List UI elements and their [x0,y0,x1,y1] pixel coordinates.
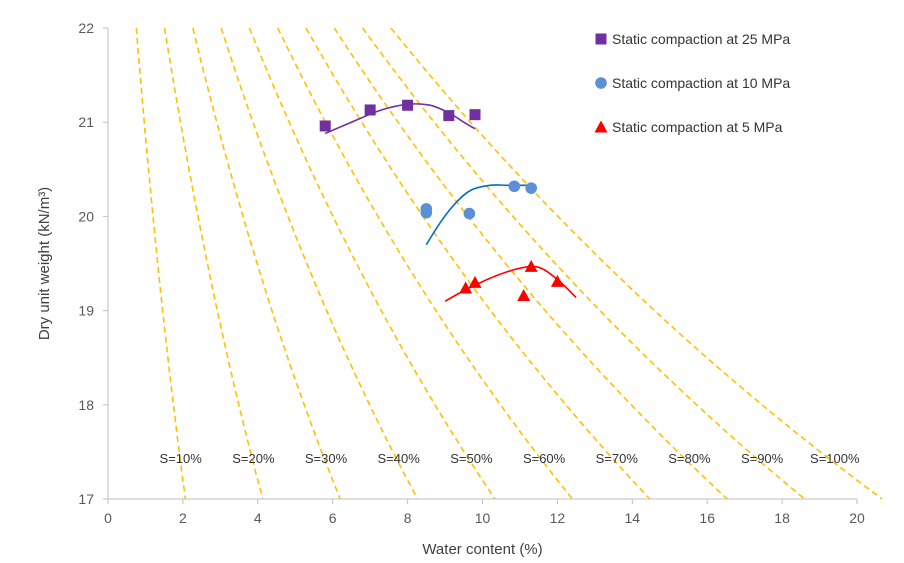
data-point [517,289,531,302]
x-tick-label: 8 [404,510,412,526]
legend-label: Static compaction at 25 MPa [612,31,790,47]
saturation-label: S=80% [668,451,711,466]
x-tick-label: 20 [849,510,865,526]
saturation-line [305,27,651,500]
x-tick-label: 2 [179,510,187,526]
y-axis-title: Dry unit weight (kN/m³) [36,187,53,340]
y-tick-label: 20 [78,208,94,224]
saturation-label: S=100% [810,451,860,466]
saturation-label: S=70% [596,451,639,466]
axes [107,28,857,500]
x-tick-label: 18 [774,510,790,526]
x-tick-label: 16 [699,510,715,526]
saturation-label: S=60% [523,451,566,466]
data-point [443,110,455,122]
data-point [364,104,376,116]
data-point [468,275,482,288]
saturation-label: S=10% [160,451,203,466]
saturation-label: S=30% [305,451,348,466]
saturation-line [248,27,496,500]
legend-marker [594,120,608,133]
y-tick-label: 19 [78,303,94,319]
saturation-lines [135,27,883,500]
x-tick-label: 14 [625,510,641,526]
data-point [525,182,537,194]
legend-marker [595,33,607,45]
legend-marker [595,77,607,89]
data-point [420,206,433,219]
data-point [402,99,414,111]
data-point [550,274,564,287]
saturation-line [220,27,419,500]
legend: Static compaction at 25 MPa Static compac… [594,31,790,135]
y-tick-label: 17 [78,491,94,507]
x-tick-label: 10 [475,510,491,526]
saturation-label: S=40% [378,451,421,466]
saturation-line [135,27,187,500]
x-tick-label: 12 [550,510,566,526]
fit-curve [425,184,528,246]
saturation-line [390,27,883,500]
legend-label: Static compaction at 10 MPa [612,75,790,91]
data-point [524,259,538,272]
data-point [319,120,331,132]
saturation-label: S=20% [232,451,275,466]
fit-curve [324,103,476,135]
saturation-label: S=90% [741,451,784,466]
data-point [508,180,521,193]
x-tick-label: 4 [254,510,262,526]
saturation-line [192,27,341,500]
saturation-labels: S=10% S=20% S=30% S=40% S=50% S=60% S=70% S=80%… [160,451,860,466]
data-point [463,207,476,220]
x-tick-label: 0 [104,510,112,526]
data-markers [319,99,564,302]
data-point [469,109,481,121]
x-axis-title: Water content (%) [422,541,542,558]
legend-label: Static compaction at 5 MPa [612,119,783,135]
tick-labels: 0 2 4 6 8 10 12 14 16 18 20 17 18 19 20 21 22 [78,20,865,526]
saturation-line [361,27,806,500]
x-tick-label: 6 [329,510,337,526]
saturation-label: S=50% [450,451,493,466]
y-tick-label: 22 [78,20,94,36]
fit-curves [324,103,577,302]
data-point [459,281,473,294]
saturation-line [163,27,264,500]
y-tick-label: 21 [78,114,94,130]
y-tick-label: 18 [78,397,94,413]
saturation-line [333,27,728,500]
saturation-line [276,27,574,500]
